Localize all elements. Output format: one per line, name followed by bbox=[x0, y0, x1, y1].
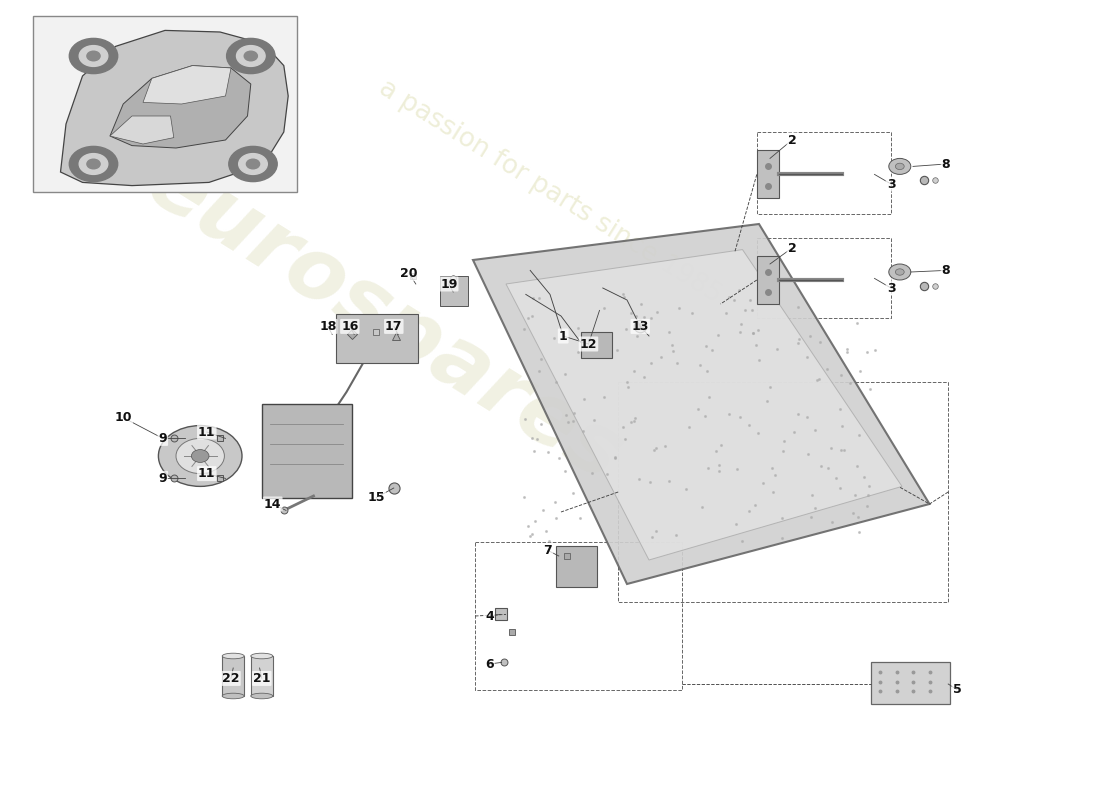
Text: 3: 3 bbox=[887, 178, 895, 190]
Text: 5: 5 bbox=[953, 683, 961, 696]
Text: 7: 7 bbox=[543, 544, 552, 557]
Polygon shape bbox=[110, 66, 251, 148]
Circle shape bbox=[236, 46, 265, 66]
Text: 22: 22 bbox=[222, 672, 240, 685]
Text: 14: 14 bbox=[264, 498, 282, 510]
Polygon shape bbox=[143, 66, 231, 104]
Text: 19: 19 bbox=[440, 278, 458, 290]
Bar bbox=[251, 656, 273, 696]
Text: 9: 9 bbox=[158, 432, 167, 445]
Text: 16: 16 bbox=[341, 320, 359, 333]
Circle shape bbox=[87, 51, 100, 61]
Polygon shape bbox=[60, 30, 288, 186]
Text: 18: 18 bbox=[319, 320, 337, 333]
Bar bbox=[262, 404, 352, 498]
Circle shape bbox=[158, 426, 242, 486]
Text: 12: 12 bbox=[580, 338, 597, 350]
Circle shape bbox=[889, 264, 911, 280]
Circle shape bbox=[895, 163, 904, 170]
Text: a passion for parts since 1985: a passion for parts since 1985 bbox=[374, 75, 726, 309]
Ellipse shape bbox=[222, 653, 244, 659]
Circle shape bbox=[69, 38, 118, 74]
Circle shape bbox=[229, 146, 277, 182]
Text: 10: 10 bbox=[114, 411, 132, 424]
Text: 6: 6 bbox=[485, 658, 494, 670]
Circle shape bbox=[246, 159, 260, 169]
Bar bbox=[336, 314, 418, 363]
Text: eurospares: eurospares bbox=[132, 141, 638, 499]
Text: 9: 9 bbox=[158, 472, 167, 485]
Text: 2: 2 bbox=[788, 134, 796, 146]
Bar bbox=[33, 16, 297, 192]
Ellipse shape bbox=[251, 653, 273, 659]
Text: 8: 8 bbox=[942, 158, 950, 170]
Text: 11: 11 bbox=[198, 426, 216, 438]
Text: 20: 20 bbox=[400, 267, 418, 280]
Text: 21: 21 bbox=[253, 672, 271, 685]
Text: 4: 4 bbox=[485, 610, 494, 622]
Ellipse shape bbox=[222, 693, 244, 699]
Polygon shape bbox=[473, 224, 930, 584]
Text: 13: 13 bbox=[631, 320, 649, 333]
Text: 2: 2 bbox=[788, 242, 796, 254]
Circle shape bbox=[79, 46, 108, 66]
Circle shape bbox=[244, 51, 257, 61]
Bar bbox=[871, 662, 950, 704]
Circle shape bbox=[191, 450, 209, 462]
Polygon shape bbox=[110, 116, 174, 144]
Circle shape bbox=[895, 269, 904, 275]
Text: 11: 11 bbox=[198, 467, 216, 480]
Circle shape bbox=[176, 438, 224, 474]
Text: 1: 1 bbox=[559, 330, 568, 342]
Circle shape bbox=[79, 154, 108, 174]
Circle shape bbox=[889, 158, 911, 174]
Text: 15: 15 bbox=[367, 491, 385, 504]
Circle shape bbox=[239, 154, 267, 174]
Bar bbox=[556, 546, 597, 587]
Text: 17: 17 bbox=[385, 320, 403, 333]
Bar bbox=[757, 256, 779, 304]
Circle shape bbox=[87, 159, 100, 169]
Circle shape bbox=[69, 146, 118, 182]
Polygon shape bbox=[506, 250, 902, 560]
Bar bbox=[757, 150, 779, 198]
Text: 3: 3 bbox=[887, 282, 895, 294]
Bar bbox=[440, 276, 467, 306]
Bar bbox=[222, 656, 244, 696]
Ellipse shape bbox=[251, 693, 273, 699]
Text: 8: 8 bbox=[942, 264, 950, 277]
Circle shape bbox=[227, 38, 275, 74]
Bar bbox=[581, 332, 612, 358]
